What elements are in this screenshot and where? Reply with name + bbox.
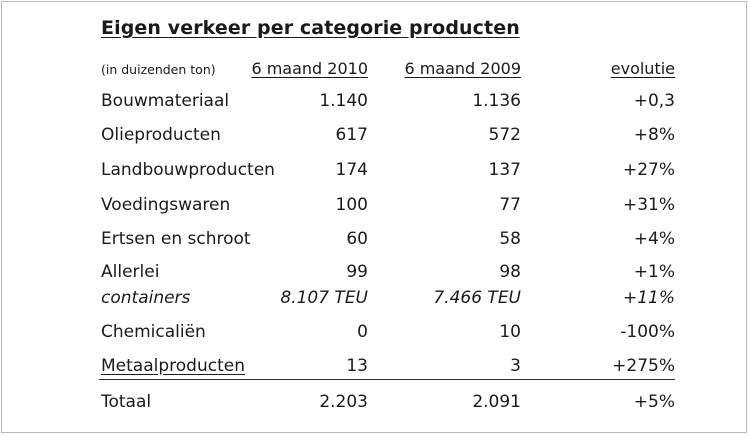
value-2010: 174 [335, 160, 368, 180]
value-2010: 100 [335, 195, 368, 215]
total-2010: 2.203 [319, 392, 368, 412]
row-label: Landbouwproducten [101, 160, 275, 180]
value-evolutie: +8% [633, 125, 675, 145]
table-row: Voedingswaren 100 77 +31% [0, 195, 750, 223]
value-2010: 0 [357, 322, 368, 342]
value-2009: 1.136 [472, 91, 521, 111]
table-row: Metaalproducten 13 3 +275% [0, 356, 750, 384]
value-2010: 8.107 TEU [280, 288, 368, 308]
row-label: Metaalproducten [101, 356, 245, 376]
value-evolutie: +1% [633, 262, 675, 282]
row-label: Allerlei [101, 262, 160, 282]
value-2009: 77 [499, 195, 521, 215]
value-2009: 10 [499, 322, 521, 342]
value-2009: 58 [499, 229, 521, 249]
column-header-evolutie: evolutie [610, 59, 675, 78]
table-subrow: containers 8.107 TEU 7.466 TEU +11% [0, 288, 750, 316]
total-2009: 2.091 [472, 392, 521, 412]
table-row: Allerlei 99 98 +1% [0, 262, 750, 290]
column-header-2010: 6 maand 2010 [251, 59, 368, 78]
row-label: containers [101, 288, 191, 308]
value-2010: 13 [346, 356, 368, 376]
table-row: Landbouwproducten 174 137 +27% [0, 160, 750, 188]
total-evolutie: +5% [633, 392, 675, 412]
row-label: Voedingswaren [101, 195, 231, 215]
total-row: Totaal 2.203 2.091 +5% [0, 392, 750, 420]
value-evolutie: +31% [622, 195, 675, 215]
value-evolutie: +27% [622, 160, 675, 180]
value-2009: 572 [488, 125, 521, 145]
table-row: Olieproducten 617 572 +8% [0, 125, 750, 153]
row-label: Ertsen en schroot [101, 229, 251, 249]
value-2009: 137 [488, 160, 521, 180]
value-2010: 60 [346, 229, 368, 249]
total-label: Totaal [101, 392, 152, 412]
value-2010: 1.140 [319, 91, 368, 111]
table-row: Bouwmateriaal 1.140 1.136 +0,3 [0, 91, 750, 119]
value-evolutie: +0,3 [633, 91, 675, 111]
value-2009: 7.466 TEU [433, 288, 521, 308]
table-row: Chemicaliën 0 10 -100% [0, 322, 750, 350]
header-row: (in duizenden ton) 6 maand 2010 6 maand … [0, 59, 750, 87]
value-evolutie: +11% [622, 288, 675, 308]
value-2010: 99 [346, 262, 368, 282]
value-evolutie: +4% [633, 229, 675, 249]
unit-note: (in duizenden ton) [101, 62, 216, 77]
value-2009: 3 [510, 356, 521, 376]
column-header-2009: 6 maand 2009 [404, 59, 521, 78]
value-evolutie: -100% [620, 322, 675, 342]
table-title: Eigen verkeer per categorie producten [101, 17, 520, 39]
row-label: Chemicaliën [101, 322, 206, 342]
row-label: Olieproducten [101, 125, 221, 145]
value-2009: 98 [499, 262, 521, 282]
total-divider [99, 379, 675, 380]
value-2010: 617 [335, 125, 368, 145]
row-label: Bouwmateriaal [101, 91, 230, 111]
table-row: Ertsen en schroot 60 58 +4% [0, 229, 750, 257]
value-evolutie: +275% [612, 356, 675, 376]
